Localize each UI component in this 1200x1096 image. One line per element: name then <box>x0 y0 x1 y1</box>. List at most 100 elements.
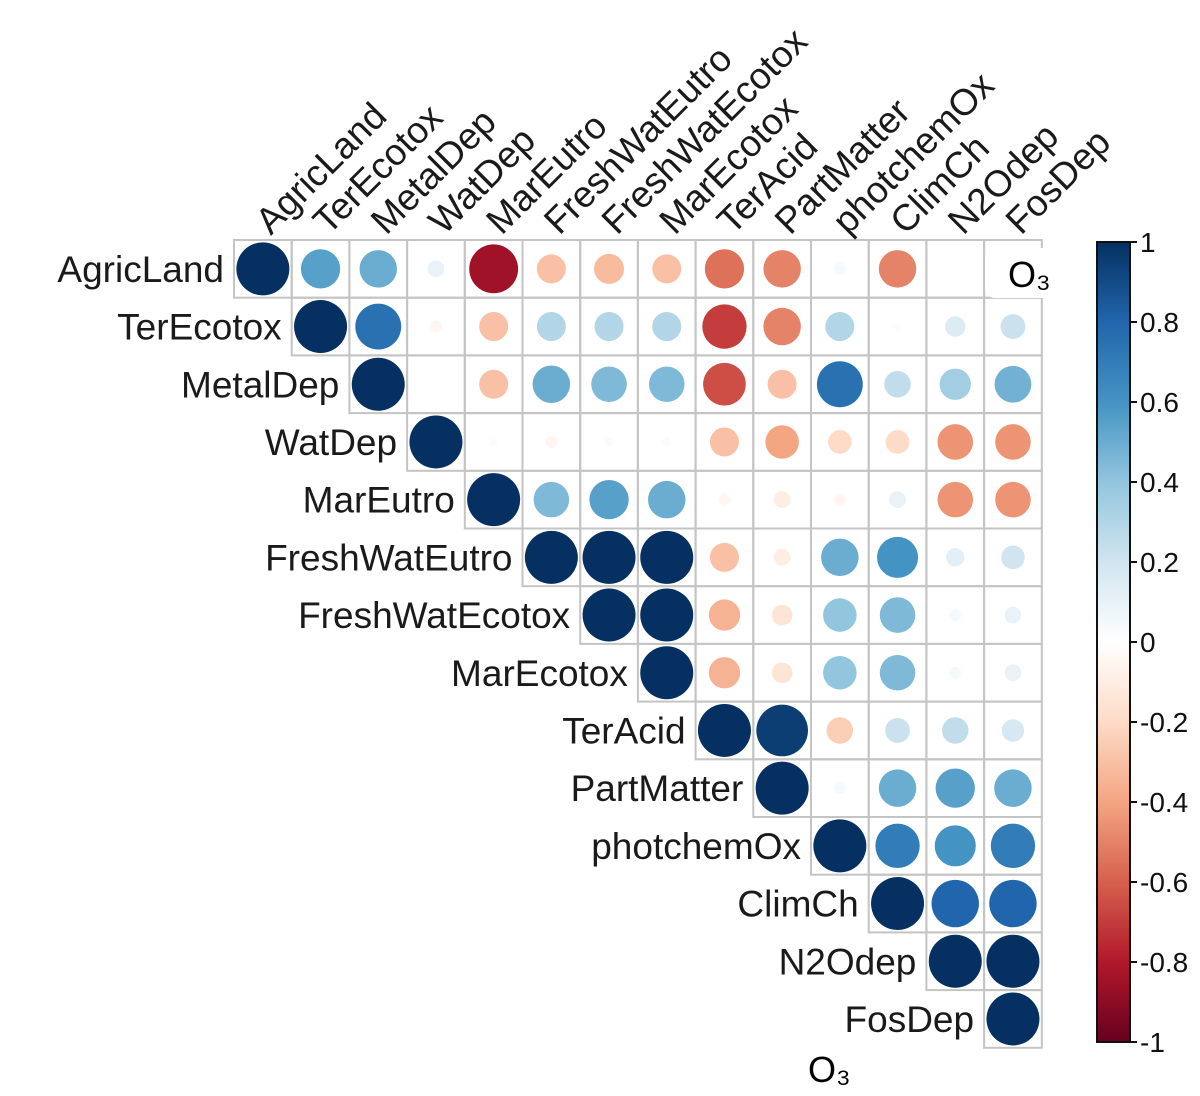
corr-circle-metaldep-freshwatecotox <box>591 366 627 403</box>
corr-circle-mareutro-n2odep <box>937 481 974 518</box>
colorbar-tick-label: 0 <box>1140 627 1156 658</box>
corr-circle-mareutro-teracid <box>718 493 731 506</box>
corr-circle-freshwateutro-fosdep <box>1001 545 1025 570</box>
corr-circle-mareutro-marecotox <box>648 480 686 519</box>
corr-circle-agricland-metaldep <box>359 250 397 288</box>
corr-circle-terecotox-freshwatecotox <box>594 312 624 342</box>
corr-circle-watdep-mareutro <box>489 438 498 446</box>
corr-circle-terecotox-n2odep <box>944 316 966 337</box>
corr-circle-climch-n2odep <box>931 879 979 928</box>
corr-circle-metaldep-partmatter <box>767 369 797 399</box>
corr-circle-metaldep-climch <box>884 371 911 398</box>
corr-circle-agricland-teracid <box>704 249 745 289</box>
colorbar-tick-label: -0.8 <box>1140 947 1188 978</box>
corr-circle-climch-climch <box>871 877 925 931</box>
corr-circle-marecotox-teracid <box>708 657 741 689</box>
row-label-fosdep: FosDep <box>845 999 975 1040</box>
corr-circle-metaldep-metaldep <box>351 357 405 411</box>
corr-circle-watdep-photchemox <box>828 430 852 454</box>
corr-circle-freshwateutro-freshwatecotox <box>582 530 636 584</box>
corr-circle-agricland-climch <box>878 250 917 288</box>
row-label-mareutro: MarEutro <box>303 480 455 521</box>
corr-circle-agricland-freshwateutro <box>536 254 566 284</box>
corr-circle-marecotox-n2odep <box>949 666 962 679</box>
corr-circle-partmatter-n2odep <box>935 768 975 808</box>
corr-circle-agricland-marecotox <box>652 254 682 284</box>
row-label-climch: ClimCh <box>737 884 858 925</box>
corr-circle-freshwateutro-freshwateutro <box>524 530 578 584</box>
corr-circle-metaldep-photchemox <box>816 361 863 408</box>
colorbar-tick-label: 0.2 <box>1140 547 1179 578</box>
corr-circle-freshwatecotox-fosdep <box>1004 606 1022 624</box>
corr-circle-terecotox-watdep <box>430 320 442 333</box>
corr-circle-terecotox-marecotox <box>652 312 682 342</box>
grid <box>233 239 1043 1049</box>
corr-circle-teracid-n2odep <box>942 717 969 744</box>
corr-circle-freshwatecotox-photchemox <box>823 598 857 632</box>
annotation-backdrop <box>985 248 1065 298</box>
corr-circle-watdep-fosdep <box>995 424 1031 460</box>
corr-circle-freshwatecotox-climch <box>879 597 916 633</box>
corr-circle-metaldep-fosdep <box>994 365 1032 403</box>
colorbar-tick-label: 0.6 <box>1140 387 1179 418</box>
corr-circle-freshwateutro-photchemox <box>821 538 859 577</box>
corr-circle-watdep-n2odep <box>937 424 974 460</box>
corr-circle-agricland-watdep <box>427 260 445 278</box>
corr-circle-mareutro-photchemox <box>833 493 846 506</box>
correlation-circles <box>236 242 1040 1046</box>
corr-circle-agricland-photchemox <box>833 262 846 275</box>
corr-circle-terecotox-teracid <box>702 304 747 349</box>
corr-circle-marecotox-partmatter <box>771 662 793 684</box>
colorbar-tick-label: 0.4 <box>1140 467 1179 498</box>
corr-circle-mareutro-fosdep <box>995 481 1031 518</box>
colorbar-tick-label: -0.6 <box>1140 867 1188 898</box>
corr-circle-fosdep-fosdep <box>986 992 1040 1046</box>
corr-circle-partmatter-climch <box>878 769 917 807</box>
corr-circle-freshwateutro-marecotox <box>640 530 694 584</box>
corr-circle-teracid-fosdep <box>1001 719 1025 742</box>
corr-circle-partmatter-fosdep <box>994 769 1032 807</box>
row-label-partmatter: PartMatter <box>571 768 744 809</box>
corr-circle-freshwateutro-n2odep <box>946 548 965 567</box>
column-labels: AgricLandTerEcotoxMetalDepWatDepMarEutro… <box>248 20 1119 242</box>
corr-circle-terecotox-fosdep <box>1000 314 1026 339</box>
corr-circle-metaldep-teracid <box>703 362 746 406</box>
corr-circle-n2odep-fosdep <box>986 934 1040 988</box>
row-label-watdep: WatDep <box>265 422 397 463</box>
corr-circle-teracid-climch <box>885 718 910 743</box>
colorbar-tick-label: -0.4 <box>1140 787 1188 818</box>
corr-circle-marecotox-marecotox <box>640 646 694 700</box>
corr-circle-teracid-partmatter <box>756 704 808 757</box>
corr-circle-freshwatecotox-partmatter <box>771 604 793 626</box>
corr-circle-watdep-partmatter <box>765 425 799 459</box>
corr-circle-terecotox-climch <box>893 322 902 331</box>
colorbar-tick-label: 1 <box>1140 227 1156 258</box>
corr-circle-terecotox-photchemox <box>825 312 855 342</box>
colorbar-tick-label: 0.8 <box>1140 307 1179 338</box>
corr-circle-watdep-teracid <box>709 427 739 457</box>
corr-circle-watdep-climch <box>885 430 910 454</box>
corr-circle-mareutro-mareutro <box>467 473 521 527</box>
colorbar-bar <box>1096 241 1131 1043</box>
colorbar-tick-label: -1 <box>1140 1027 1165 1058</box>
row-label-freshwatecotox: FreshWatEcotox <box>298 595 571 636</box>
annotations: O₃ O₃ <box>808 248 1065 1090</box>
corr-circle-watdep-watdep <box>409 415 463 469</box>
corr-circle-watdep-freshwateutro <box>545 436 558 448</box>
grid-cell <box>983 989 1043 1049</box>
colorbar-tick-label: -0.2 <box>1140 707 1188 738</box>
corr-circle-mareutro-freshwateutro <box>533 481 570 518</box>
corr-circle-freshwatecotox-teracid <box>708 599 741 631</box>
grid-cell <box>925 239 986 299</box>
row-label-freshwateutro: FreshWatEutro <box>265 537 512 578</box>
corr-circle-terecotox-terecotox <box>294 300 348 354</box>
corr-circle-watdep-freshwatecotox <box>604 437 614 447</box>
corr-circle-agricland-mareutro <box>469 244 519 294</box>
corr-circle-terecotox-mareutro <box>479 312 509 342</box>
corr-circle-photchemox-fosdep <box>990 823 1036 869</box>
corr-circle-marecotox-climch <box>879 654 916 691</box>
ozone-annotation-bottom: O₃ <box>808 1049 851 1090</box>
corr-circle-watdep-marecotox <box>662 437 672 447</box>
corr-circle-n2odep-n2odep <box>928 934 982 988</box>
